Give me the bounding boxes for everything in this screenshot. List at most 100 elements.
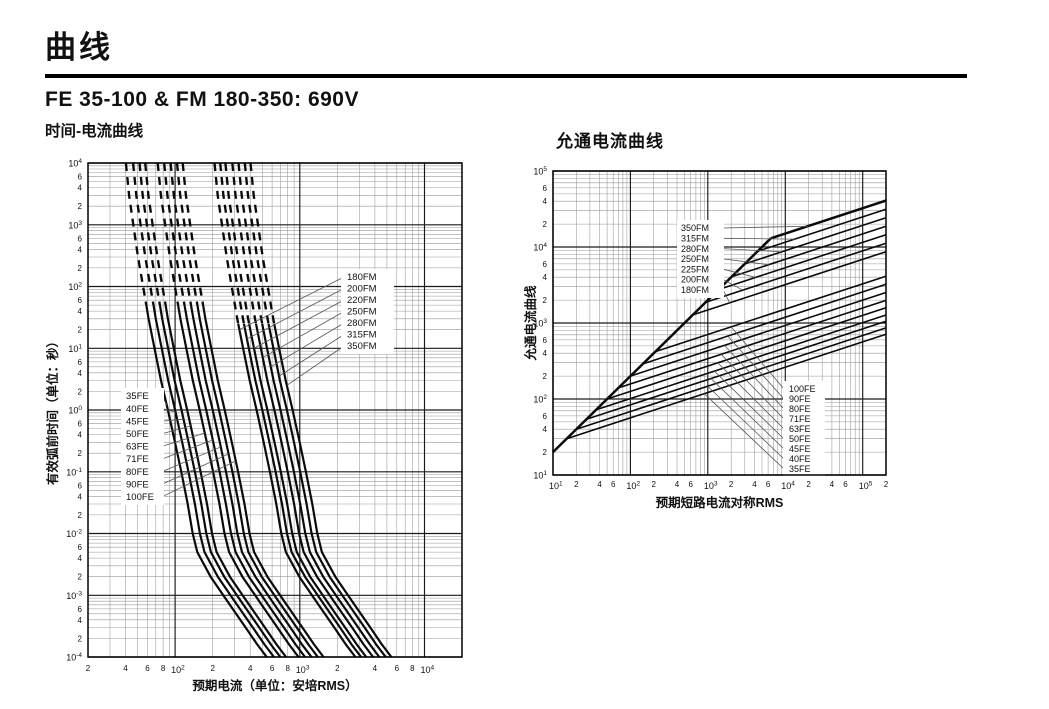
cutoff-line-40FE <box>576 327 887 430</box>
leader-line <box>707 385 785 460</box>
svg-text:4: 4 <box>543 273 548 282</box>
svg-text:4: 4 <box>543 349 548 358</box>
label-box <box>341 269 394 354</box>
series-label-63FE: 63FE <box>126 442 149 453</box>
product-line-heading: FE 35-100 & FM 180-350: 690V <box>45 88 359 111</box>
svg-text:6: 6 <box>611 480 616 489</box>
svg-text:101: 101 <box>533 470 547 481</box>
svg-text:104: 104 <box>420 665 434 676</box>
series-label-225FM: 225FM <box>681 264 709 274</box>
curve-45FE-dashed <box>138 162 162 306</box>
svg-text:4: 4 <box>373 664 378 673</box>
svg-text:6: 6 <box>543 184 548 193</box>
svg-text:6: 6 <box>78 481 83 490</box>
svg-text:6: 6 <box>78 234 83 243</box>
series-label-90FE: 90FE <box>789 394 811 404</box>
svg-text:2: 2 <box>210 664 215 673</box>
svg-text:4: 4 <box>78 369 83 378</box>
cutoff-line-315FM <box>757 208 887 252</box>
svg-text:2: 2 <box>335 664 340 673</box>
svg-text:2: 2 <box>543 296 548 305</box>
curve-350FM-dashed <box>249 162 276 324</box>
series-label-180FM: 180FM <box>347 272 377 283</box>
curve-200FM <box>242 323 362 658</box>
leader-line <box>161 408 176 413</box>
leader-line <box>717 362 785 430</box>
curve-250FM-dashed <box>231 162 258 324</box>
leader-line <box>161 432 205 447</box>
curve-100FE <box>202 304 325 658</box>
svg-text:2: 2 <box>86 664 91 673</box>
svg-text:8: 8 <box>285 664 290 673</box>
leader-line <box>727 335 785 400</box>
svg-text:6: 6 <box>78 296 83 305</box>
svg-text:6: 6 <box>543 260 548 269</box>
curve-40FE-dashed <box>131 162 155 306</box>
prospective-diagonal <box>552 237 772 453</box>
page-title: 曲线 <box>45 30 113 65</box>
curve-40FE <box>152 304 275 658</box>
title-rule <box>45 74 967 78</box>
curve-180FM <box>237 323 357 658</box>
leader-line <box>724 345 785 410</box>
right-chart-xlabel: 预期短路电流对称RMS <box>656 495 784 510</box>
svg-text:2: 2 <box>729 480 734 489</box>
curve-315FM <box>267 323 387 658</box>
series-label-220FM: 220FM <box>347 295 377 306</box>
svg-text:104: 104 <box>781 481 795 492</box>
label-box <box>783 381 825 478</box>
left-chart: 104 103 102 101 100 10-1 10-2 10-3 10-4 6 4 2 6 4 2 6 4 2… <box>45 158 463 693</box>
svg-text:102: 102 <box>171 665 185 676</box>
leader-line <box>730 326 785 390</box>
cutoff-line-50FE <box>595 314 887 411</box>
cutoff-line-90FE <box>642 283 887 365</box>
curve-63FE <box>177 304 300 658</box>
svg-text:104: 104 <box>68 158 82 169</box>
svg-text:2: 2 <box>78 449 83 458</box>
svg-text:10-1: 10-1 <box>66 467 82 478</box>
cutoff-line-280FM <box>744 216 887 265</box>
curve-80FE-dashed <box>169 162 193 306</box>
svg-text:4: 4 <box>78 431 83 440</box>
curve-220FM <box>248 323 368 658</box>
svg-text:10-3: 10-3 <box>66 590 82 601</box>
right-chart-title: 允通电流曲线 <box>556 132 664 151</box>
series-label-71FE: 71FE <box>789 414 811 424</box>
svg-text:103: 103 <box>533 318 547 329</box>
label-box <box>121 388 164 505</box>
leader-line <box>704 393 785 470</box>
svg-text:4: 4 <box>78 492 83 501</box>
curve-35FE <box>145 304 268 658</box>
series-label-200FM: 200FM <box>681 275 709 285</box>
svg-text:6: 6 <box>688 480 693 489</box>
svg-text:6: 6 <box>78 420 83 429</box>
curve-90FE-dashed <box>175 162 199 306</box>
svg-text:2: 2 <box>78 573 83 582</box>
svg-text:102: 102 <box>533 394 547 405</box>
right-chart-ylabel: 允通电流曲线 <box>523 285 538 362</box>
leader-line <box>722 258 769 266</box>
svg-text:6: 6 <box>78 358 83 367</box>
svg-text:6: 6 <box>395 664 400 673</box>
leader-line <box>246 288 345 340</box>
curve-50FE-dashed <box>144 162 167 306</box>
svg-text:4: 4 <box>543 425 548 434</box>
curve-100FE-dashed <box>181 162 205 306</box>
leader-line <box>161 446 221 472</box>
leader-line <box>262 311 345 358</box>
cutoff-line-63FE <box>606 307 887 400</box>
curve-63FE-dashed <box>156 162 180 306</box>
svg-text:4: 4 <box>543 197 548 206</box>
series-label-80FE: 80FE <box>126 467 149 478</box>
curve-35FE-dashed <box>124 162 148 306</box>
curve-315FM-dashed <box>243 162 270 324</box>
svg-text:4: 4 <box>78 307 83 316</box>
cutoff-line-80FE <box>630 291 887 377</box>
curve-250FM <box>254 323 374 658</box>
series-label-315FM: 315FM <box>347 330 377 341</box>
curve-45FE <box>158 304 282 658</box>
